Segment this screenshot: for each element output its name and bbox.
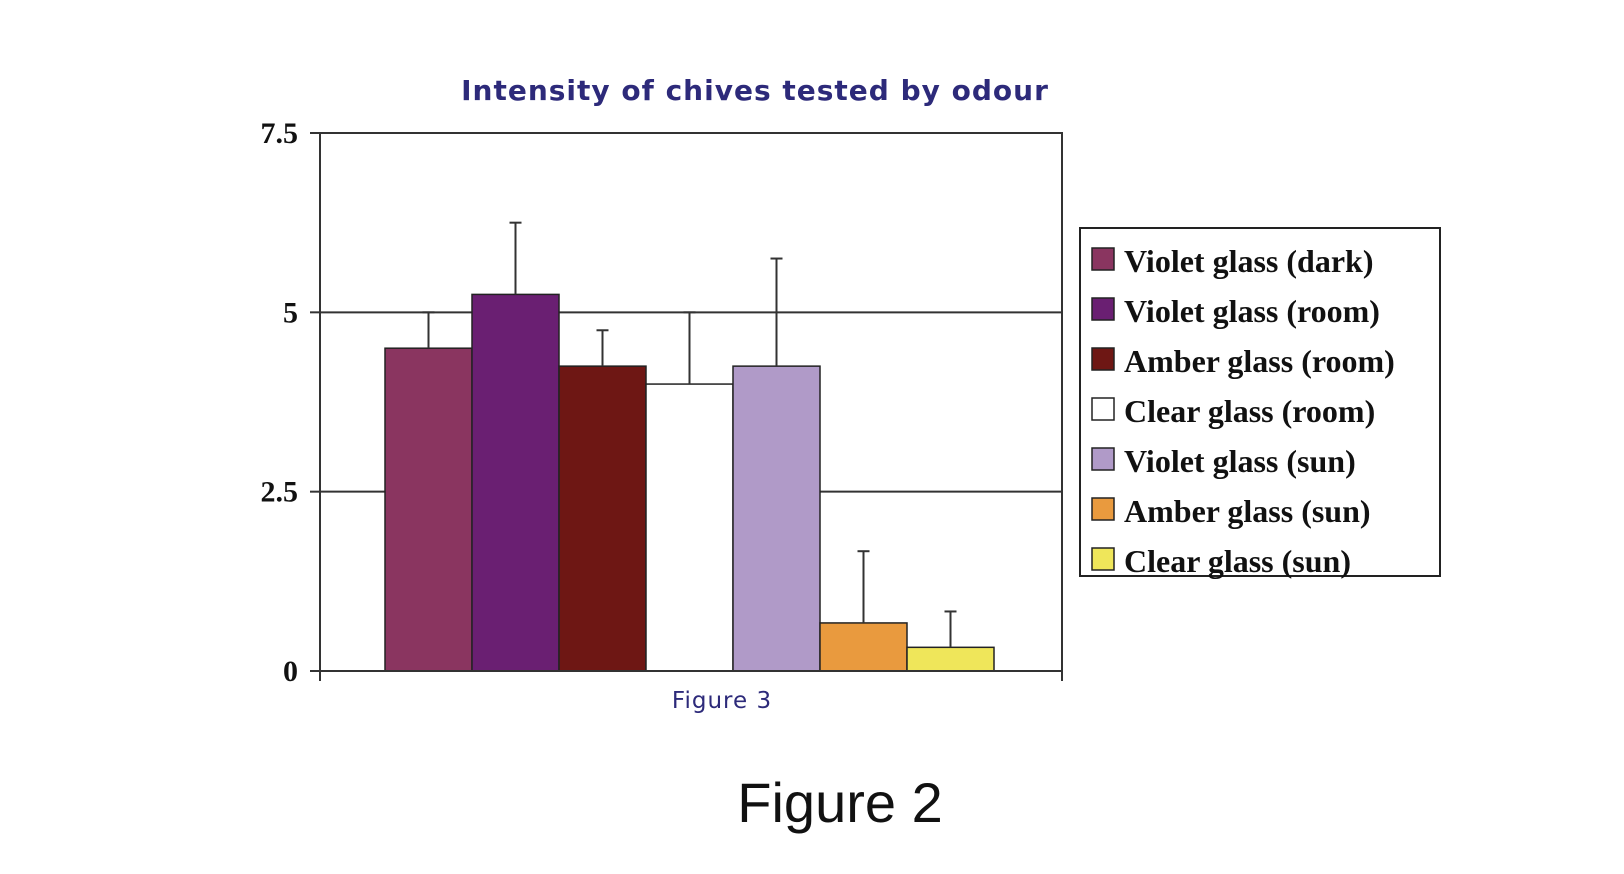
bar (645, 383, 734, 672)
legend: Violet glass (dark) Violet glass (room) Am… (1079, 227, 1441, 579)
bar-group (558, 329, 647, 672)
x-axis-label: Figure 3 (672, 688, 772, 714)
y-tick-labels: 0 2.5 5 7.5 (261, 117, 299, 688)
bar (819, 622, 908, 672)
figure-caption: Figure 2 (737, 771, 942, 834)
legend-entry: Violet glass (sun) (1091, 443, 1356, 479)
legend-entry: Clear glass (room) (1091, 393, 1375, 429)
legend-label: Clear glass (sun) (1124, 543, 1351, 579)
legend-swatch (1091, 547, 1115, 571)
legend-swatch (1091, 297, 1115, 321)
legend-entry: Violet glass (dark) (1091, 243, 1373, 279)
bar (732, 365, 821, 672)
legend-entry: Amber glass (room) (1091, 343, 1395, 379)
legend-swatch (1091, 497, 1115, 521)
y-tick-label: 5 (283, 296, 298, 329)
y-tick-label: 2.5 (261, 476, 299, 509)
legend-swatch (1091, 397, 1115, 421)
bar-group (471, 221, 560, 672)
plot-frame (319, 132, 1063, 672)
axes (310, 132, 1063, 681)
legend-label: Violet glass (room) (1124, 293, 1380, 329)
bar (906, 646, 995, 672)
legend-swatch (1091, 447, 1115, 471)
bars (384, 221, 995, 672)
chart-title: Intensity of chives tested by odour (461, 74, 1049, 107)
legend-entry: Clear glass (sun) (1091, 543, 1351, 579)
bar (384, 347, 473, 672)
legend-entry: Amber glass (sun) (1091, 493, 1371, 529)
legend-swatch (1091, 247, 1115, 271)
y-tick-label: 7.5 (261, 117, 299, 150)
bar (558, 365, 647, 672)
legend-label: Amber glass (sun) (1124, 493, 1371, 529)
bar-group (645, 311, 734, 672)
bar-group (732, 257, 821, 672)
legend-swatch (1091, 347, 1115, 371)
legend-label: Violet glass (dark) (1124, 243, 1373, 279)
legend-box (1079, 227, 1441, 577)
bar-group (819, 550, 908, 672)
bar-group (906, 610, 995, 672)
legend-label: Amber glass (room) (1124, 343, 1395, 379)
legend-entry: Violet glass (room) (1091, 293, 1380, 329)
y-tick-label: 0 (283, 655, 298, 688)
bar-group (384, 311, 473, 672)
bar (471, 293, 560, 672)
legend-label: Violet glass (sun) (1124, 443, 1356, 479)
legend-label: Clear glass (room) (1124, 393, 1375, 429)
